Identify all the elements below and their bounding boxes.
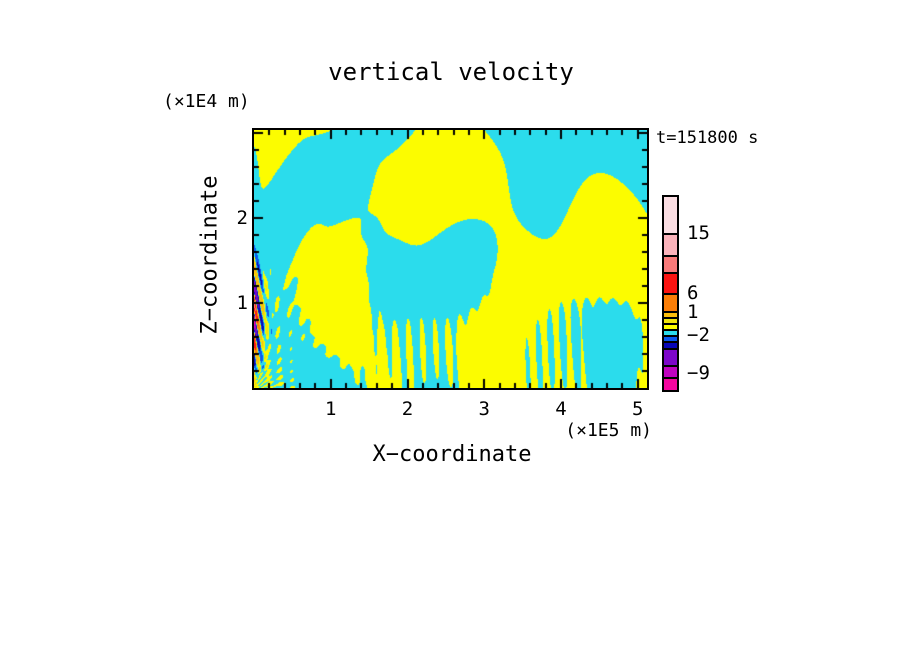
colorbar-segment <box>664 311 677 317</box>
y-axis-title: Z−coordinate <box>197 175 223 335</box>
colorbar-tick-label: 15 <box>687 222 710 244</box>
colorbar-segment <box>664 348 677 365</box>
colorbar-segment <box>664 197 677 233</box>
x-axis-units-label: (×1E5 m) <box>565 420 652 441</box>
colorbar-segment <box>664 323 677 329</box>
colorbar-segment <box>664 329 677 335</box>
colorbar-tick-label: −2 <box>687 324 710 346</box>
y-tick-label: 1 <box>236 291 248 314</box>
colorbar-segment <box>664 317 677 323</box>
y-axis-units-label: (×1E4 m) <box>163 91 250 112</box>
x-tick-label: 1 <box>325 398 337 420</box>
colorbar-tick-label: −9 <box>687 362 710 384</box>
colorbar-tick-label: 1 <box>687 301 699 323</box>
chart-title: vertical velocity <box>328 58 574 86</box>
x-tick-label: 2 <box>401 398 414 420</box>
x-tick-label: 5 <box>632 398 644 420</box>
colorbar-segment <box>664 255 677 272</box>
velocity-field-plot <box>254 130 647 388</box>
plot-frame <box>252 128 649 390</box>
colorbar-segment <box>664 335 677 341</box>
y-tick-label: 2 <box>236 206 248 229</box>
x-tick-label: 3 <box>478 398 490 420</box>
time-annotation: t=151800 s <box>656 128 759 148</box>
x-axis-title: X−coordinate <box>372 442 532 467</box>
colorbar-segment <box>664 233 677 255</box>
colorbar-segment <box>664 365 677 377</box>
colorbar-segment <box>664 377 677 390</box>
colorbar-tick-label: 6 <box>687 282 699 304</box>
colorbar <box>662 195 679 392</box>
colorbar-segment <box>664 341 677 348</box>
colorbar-segment <box>664 272 677 293</box>
x-tick-label: 4 <box>555 398 567 420</box>
colorbar-segment <box>664 293 677 311</box>
